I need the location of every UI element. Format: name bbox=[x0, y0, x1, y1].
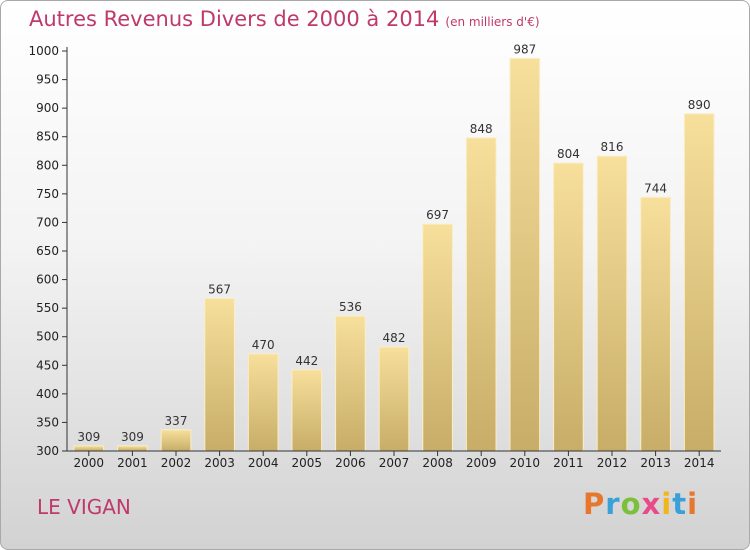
bar bbox=[553, 162, 584, 452]
bar bbox=[640, 196, 671, 452]
x-tick-label: 2002 bbox=[161, 456, 192, 470]
brand-letter: o bbox=[620, 487, 642, 521]
x-tick-label: 2010 bbox=[510, 456, 541, 470]
y-tick-label: 450 bbox=[36, 358, 59, 372]
data-label: 744 bbox=[644, 181, 667, 195]
y-tick-label: 500 bbox=[36, 330, 59, 344]
bar bbox=[335, 315, 366, 452]
y-tick-label: 400 bbox=[36, 387, 59, 401]
brand-letter: i bbox=[661, 487, 673, 521]
data-label: 309 bbox=[121, 430, 144, 444]
bar bbox=[291, 369, 323, 452]
y-tick-label: 700 bbox=[36, 215, 59, 229]
bars bbox=[73, 57, 715, 452]
data-label: 482 bbox=[383, 331, 406, 345]
y-tick-label: 750 bbox=[36, 187, 59, 201]
y-tick-label: 950 bbox=[36, 73, 59, 87]
x-tick-label: 2007 bbox=[379, 456, 410, 470]
x-axis-ticks: 2000 2001 2002 2003 2004 2005 2006 2007 2008 2009… bbox=[74, 451, 715, 470]
bar bbox=[378, 346, 410, 452]
x-tick-label: 2004 bbox=[248, 456, 279, 470]
bar bbox=[204, 297, 235, 452]
bar bbox=[247, 353, 279, 452]
y-tick-label: 850 bbox=[36, 130, 59, 144]
bar bbox=[73, 445, 105, 452]
x-tick-label: 2008 bbox=[422, 456, 453, 470]
chart-title-main: Autres Revenus Divers de 2000 à 2014 bbox=[29, 7, 440, 31]
y-tick-label: 300 bbox=[36, 444, 59, 458]
data-label: 816 bbox=[601, 140, 624, 154]
x-tick-label: 2012 bbox=[597, 456, 628, 470]
location-label: LE VIGAN bbox=[37, 495, 131, 519]
brand-letter: P bbox=[583, 487, 606, 521]
x-tick-label: 2014 bbox=[684, 456, 715, 470]
bar bbox=[160, 429, 192, 452]
data-label: 567 bbox=[208, 282, 231, 296]
y-tick-label: 600 bbox=[36, 273, 59, 287]
x-tick-label: 2001 bbox=[117, 456, 148, 470]
bar bbox=[465, 137, 497, 452]
chart-title: Autres Revenus Divers de 2000 à 2014 (en … bbox=[29, 7, 540, 31]
y-tick-label: 1000 bbox=[28, 44, 59, 58]
y-tick-label: 650 bbox=[36, 244, 59, 258]
brand-letter: r bbox=[605, 487, 621, 521]
data-label: 442 bbox=[295, 354, 318, 368]
bar bbox=[683, 113, 715, 452]
bar bbox=[422, 223, 453, 452]
data-label: 697 bbox=[426, 208, 449, 222]
data-label: 309 bbox=[77, 430, 100, 444]
y-axis-ticks: 300 350 400 450 500 550 600 650 700 750 800 850 900 9… bbox=[28, 44, 67, 458]
bar bbox=[509, 57, 541, 452]
data-label: 987 bbox=[513, 42, 536, 56]
chart-title-unit: (en milliers d'€) bbox=[445, 15, 540, 29]
x-tick-label: 2003 bbox=[204, 456, 235, 470]
data-label: 804 bbox=[557, 147, 580, 161]
x-tick-label: 2005 bbox=[292, 456, 323, 470]
brand-letter: i bbox=[687, 487, 699, 521]
data-labels: 309 309 337 567 470 442 536 482 697 848 987 804 816 7… bbox=[77, 42, 710, 443]
y-tick-label: 800 bbox=[36, 158, 59, 172]
x-tick-label: 2009 bbox=[466, 456, 497, 470]
y-tick-label: 350 bbox=[36, 415, 59, 429]
data-label: 337 bbox=[165, 414, 188, 428]
brand-letter: x bbox=[641, 487, 662, 521]
y-tick-label: 900 bbox=[36, 101, 59, 115]
y-tick-label: 550 bbox=[36, 301, 59, 315]
data-label: 536 bbox=[339, 300, 362, 314]
bar bbox=[596, 155, 628, 452]
brand-logo: Proxiti bbox=[583, 487, 698, 521]
data-label: 890 bbox=[688, 98, 711, 112]
x-tick-label: 2006 bbox=[335, 456, 366, 470]
brand-letter: t bbox=[672, 487, 688, 521]
data-label: 848 bbox=[470, 122, 493, 136]
data-label: 470 bbox=[252, 338, 275, 352]
x-tick-label: 2013 bbox=[640, 456, 671, 470]
x-tick-label: 2000 bbox=[74, 456, 105, 470]
bar bbox=[117, 445, 148, 452]
x-tick-label: 2011 bbox=[553, 456, 584, 470]
